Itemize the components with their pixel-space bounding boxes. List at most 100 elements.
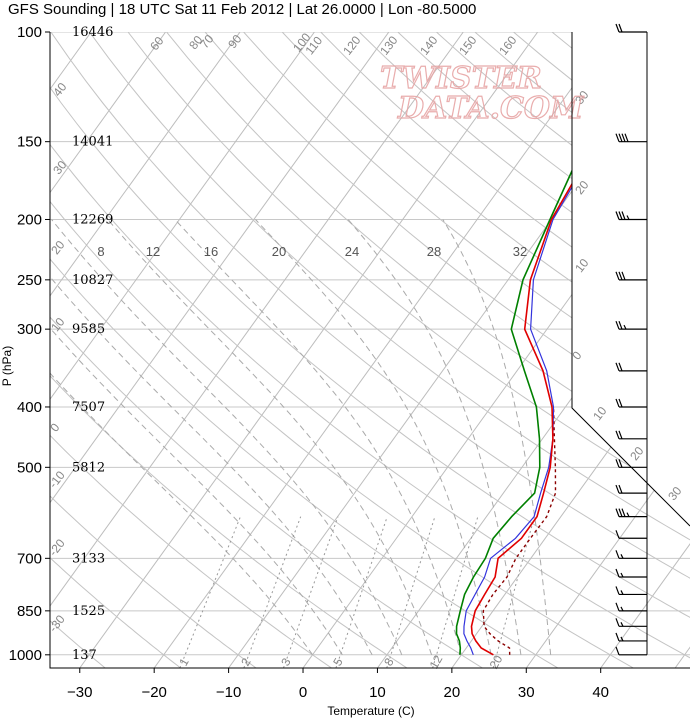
dry-adiabat-60: [50, 32, 690, 668]
dry-adiabat-70: [50, 32, 690, 668]
moist-adiabat-12: [51, 219, 403, 655]
wind-barb-half: [620, 636, 624, 642]
mixing-ratio-label-16: 16: [204, 244, 218, 259]
dry-adiabat-20: [50, 32, 483, 668]
x-tick-label--20: −20: [141, 684, 166, 701]
wind-barb-full: [615, 211, 620, 220]
isotherm-edge-label-1: 20: [572, 178, 591, 197]
wind-barb-400: [615, 398, 647, 408]
mixing-ratio-5: [335, 516, 388, 668]
plot-frame: [45, 31, 690, 673]
x-axis-label: Temperature (C): [327, 704, 414, 718]
y-tick-label-1000: 1000: [9, 647, 42, 664]
dry-adiabat-110: [204, 32, 690, 668]
wind-barb-half: [623, 324, 627, 330]
wind-barb-full: [615, 618, 620, 627]
dry-adiabat-label-13: 20: [48, 238, 67, 257]
mixing-ratio-bottom-label-8: 8: [381, 655, 397, 668]
wind-barb-half: [620, 554, 624, 559]
wind-barb-half: [620, 572, 624, 578]
isotherm-40: [600, 32, 690, 668]
dry-adiabat-label-7: 60: [147, 34, 166, 53]
wind-barb-full: [615, 133, 620, 142]
dry-adiabat-label-16: -10: [46, 468, 68, 491]
dry-adiabat-40: [50, 32, 634, 668]
wind-barb-300: [615, 320, 647, 330]
wind-barb-250: [615, 271, 647, 281]
temperature-tick-labels: −30 −20 −10 0 10 20 30 40: [67, 684, 609, 701]
wind-barb-500: [615, 459, 647, 468]
wind-barb-full: [624, 133, 629, 142]
wind-barb-half: [626, 512, 630, 517]
height-label-200: 12269: [72, 212, 113, 227]
wind-barb-full: [621, 271, 626, 281]
wind-barb-full: [618, 484, 623, 494]
wind-barbs: [615, 23, 648, 656]
height-label-150: 14041: [72, 135, 113, 150]
wind-barb-full: [615, 632, 620, 642]
watermark-line1: TWISTER: [380, 61, 542, 96]
mixing-ratio-bottom-label-12: 12: [427, 652, 446, 671]
wind-barb-full: [615, 362, 620, 372]
isotherm--80: [50, 32, 167, 668]
mixing-ratio-12: [432, 516, 479, 668]
wind-barb-450: [615, 430, 647, 440]
dry-adiabat--20: [50, 32, 181, 668]
x-tick-label-30: 30: [518, 684, 535, 701]
isotherm--50: [50, 32, 390, 668]
isotherm--30: [79, 32, 539, 668]
x-tick-label-0: 0: [299, 684, 307, 701]
moist-adiabat-24: [255, 219, 492, 655]
wind-barb-full: [615, 550, 620, 559]
wind-barb-950: [615, 632, 647, 642]
pressure-tick-labels: 100 150 200 250 300 400 500 700 850 1000: [9, 24, 42, 664]
wind-barb-900: [615, 618, 647, 627]
height-label-1000: 137: [72, 648, 97, 663]
dry-adiabat-170: [436, 32, 690, 668]
mixing-ratio-label-32: 32: [513, 244, 527, 259]
wind-barb-full: [615, 320, 620, 330]
moist-adiabat-28: [347, 219, 522, 655]
mixing-ratio-label-28: 28: [427, 244, 441, 259]
height-label-850: 1525: [72, 604, 105, 619]
series-line-temperature: [470, 32, 690, 656]
isotherm-30: [525, 32, 690, 668]
wind-barb-half: [620, 606, 624, 612]
sounding-series: [455, 32, 690, 656]
y-tick-label-200: 200: [17, 211, 42, 228]
dry-adiabat-0: [50, 32, 332, 668]
mixing-ratio-bottom-label-3: 3: [278, 655, 294, 668]
moist-adiabat-32: [442, 219, 552, 655]
moist-adiabat-8: [50, 219, 373, 656]
moist-adiabat-16: [107, 219, 433, 655]
wind-barb-full: [615, 430, 620, 440]
isotherm--20: [153, 32, 613, 668]
wind-barb-full: [618, 320, 623, 330]
mixing-ratio-1: [179, 516, 241, 668]
dry-adiabat--10: [50, 32, 257, 668]
dry-adiabat-label-18: -30: [46, 612, 68, 635]
height-label-400: 7507: [72, 400, 105, 415]
x-tick-label--30: −30: [67, 684, 92, 701]
wind-barb-full: [615, 646, 620, 656]
frame-right-edge: [571, 32, 690, 527]
wind-barb-100: [615, 23, 647, 33]
mixing-ratio-3: [282, 516, 339, 668]
twisterdata-watermark: TWISTER DATA.COM: [379, 60, 584, 126]
wind-barb-1000: [615, 646, 647, 656]
wind-barb-full: [615, 586, 620, 595]
wind-barb-full: [621, 211, 626, 220]
wind-barb-half: [620, 622, 624, 627]
isotherm-edge-label-5: 20: [627, 444, 646, 463]
mixing-ratio-label-12: 12: [146, 244, 160, 259]
y-tick-label-850: 850: [17, 603, 42, 620]
moist-adiabat-0: [50, 219, 313, 656]
mixing-ratio-bottom-label-5: 5: [330, 655, 346, 668]
x-tick-label--10: −10: [216, 684, 241, 701]
moist-adiabat-20: [174, 219, 462, 655]
wind-barb-full: [615, 568, 620, 578]
dry-adiabat-190: [513, 32, 690, 668]
